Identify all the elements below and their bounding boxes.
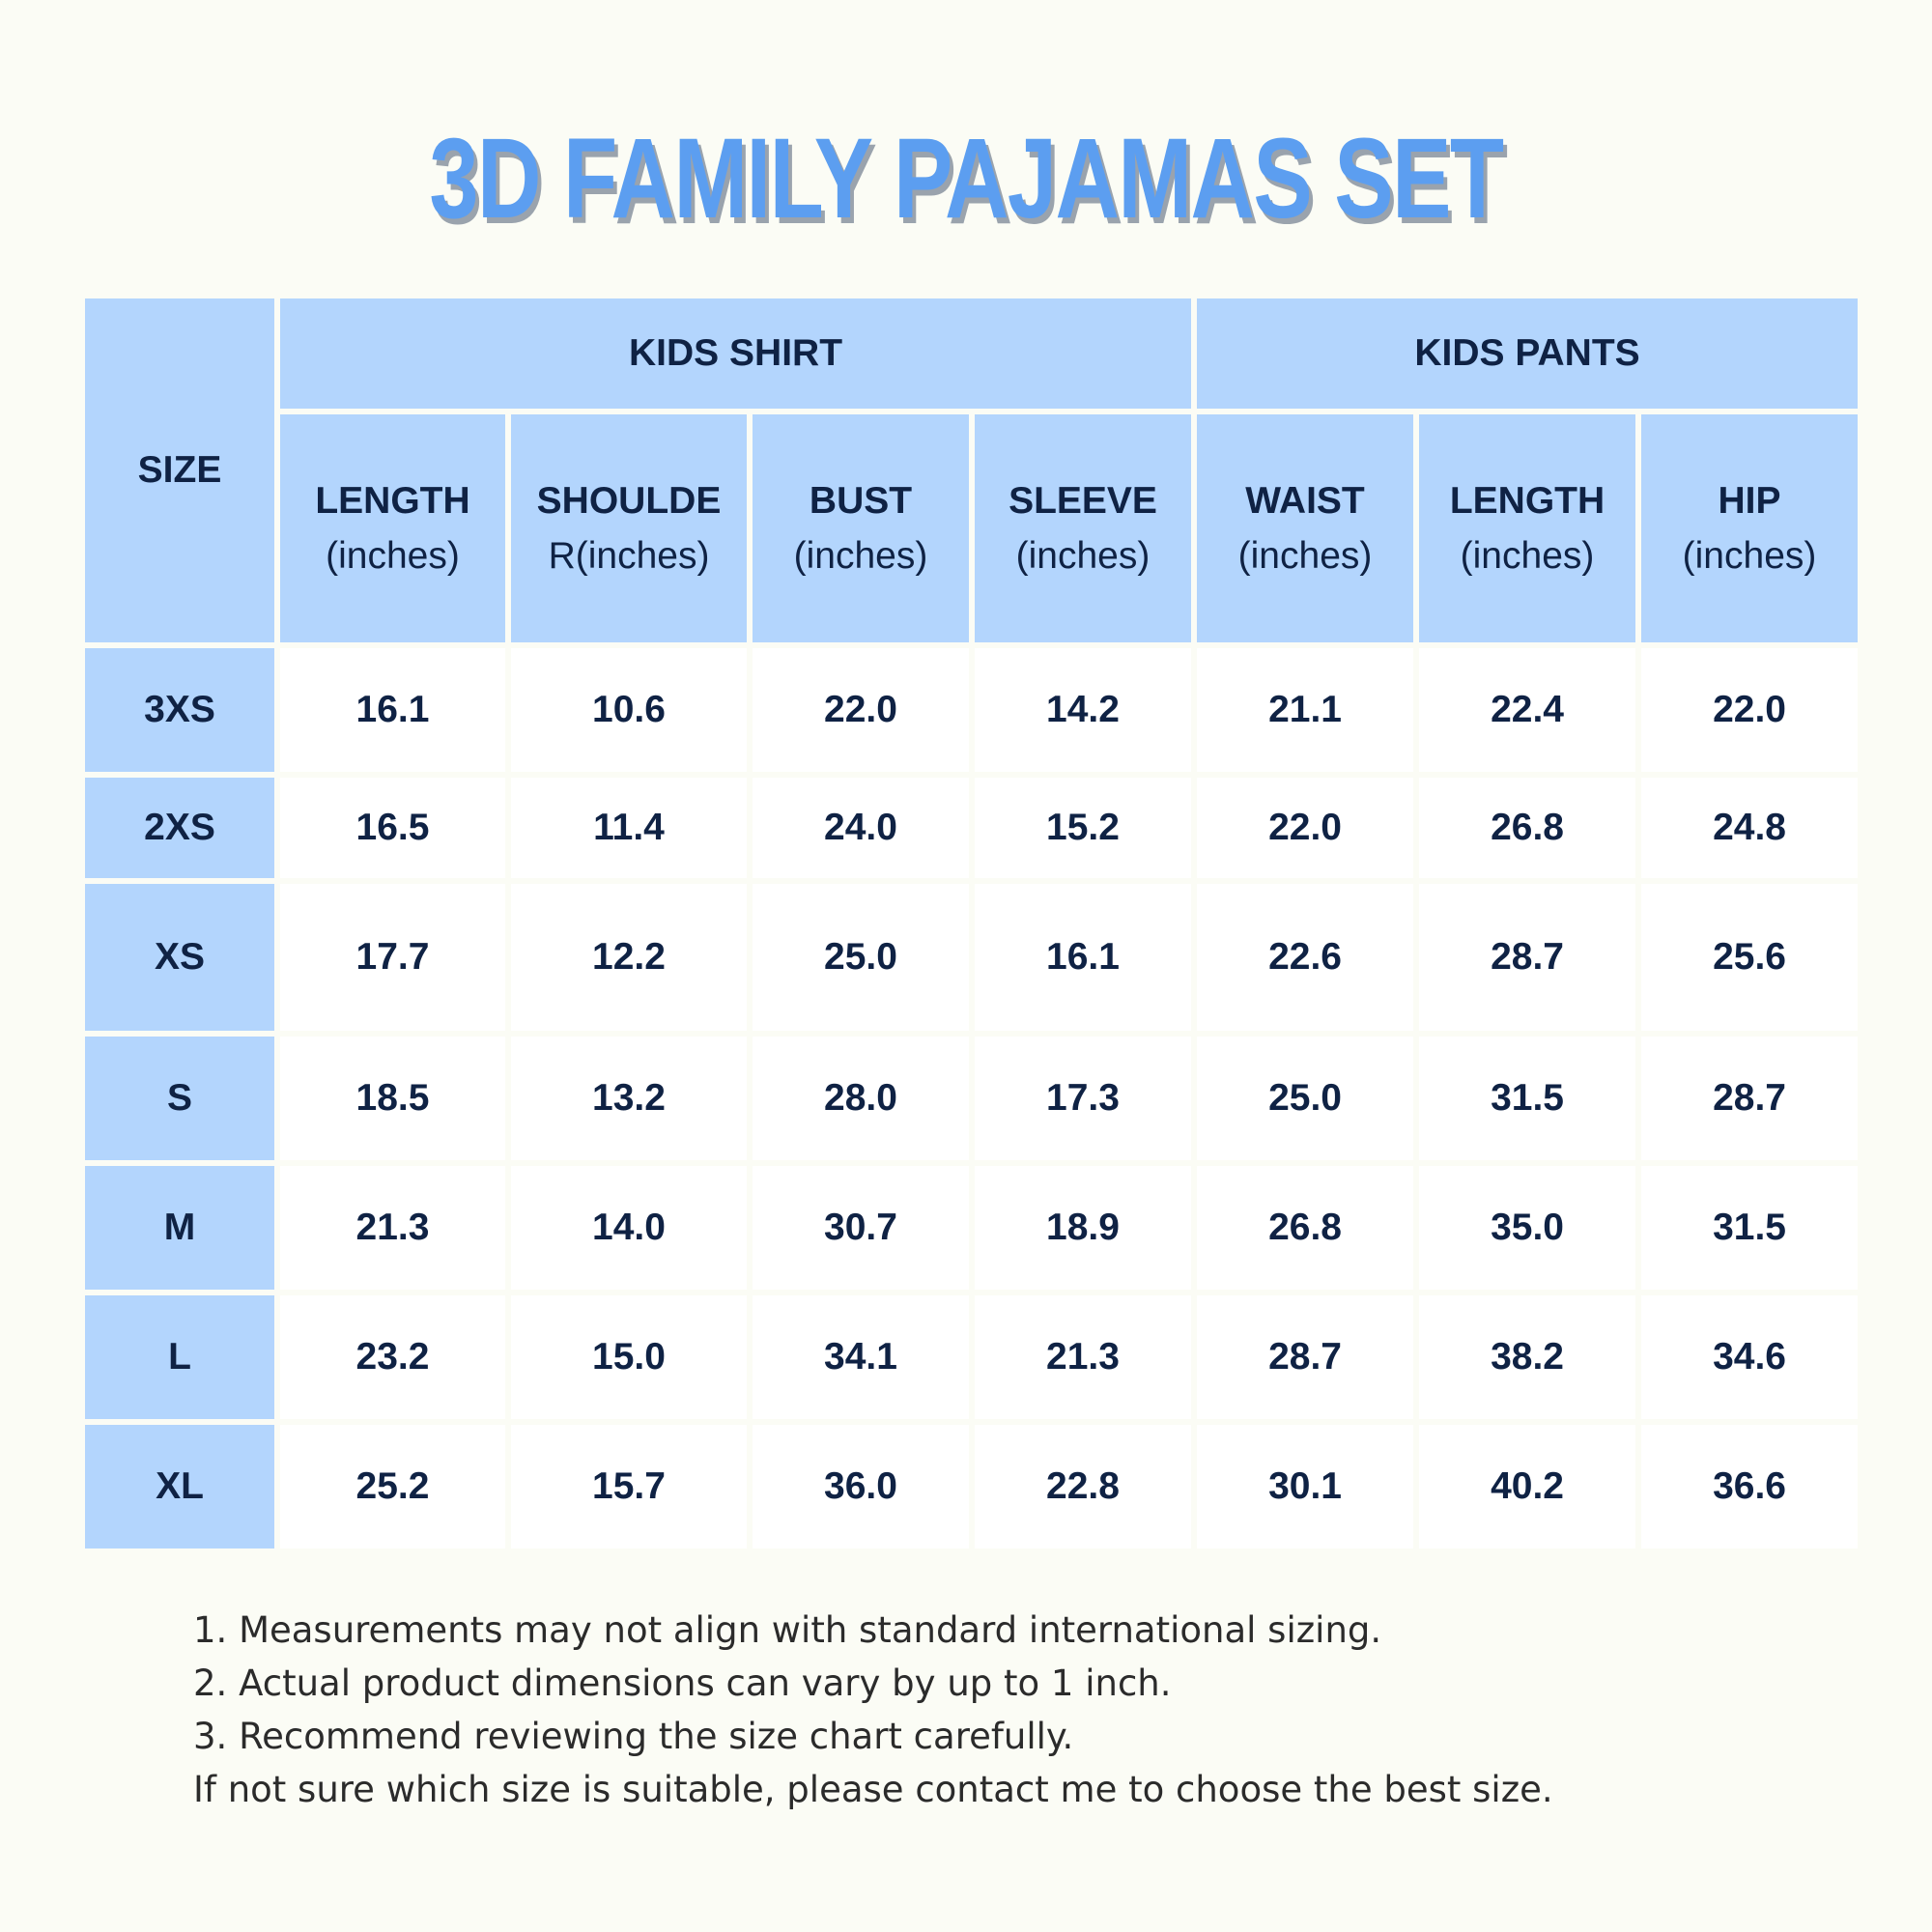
table-cell: 12.2 (511, 884, 747, 1031)
table-row: L 23.2 15.0 34.1 21.3 28.7 38.2 34.6 (85, 1295, 1859, 1419)
page-title: 3D FAMILY PAJAMAS SET (429, 115, 1504, 242)
column-name: SHOULDE (536, 480, 722, 522)
size-label: XS (85, 884, 274, 1031)
table-cell: 38.2 (1419, 1295, 1636, 1419)
table-cell: 22.0 (1197, 778, 1414, 878)
column-unit: (inches) (1460, 535, 1595, 577)
table-cell: 15.7 (511, 1425, 747, 1548)
table-cell: 30.7 (753, 1166, 969, 1290)
table-cell: 28.7 (1419, 884, 1636, 1031)
column-unit: (inches) (1682, 535, 1817, 577)
table-cell: 11.4 (511, 778, 747, 878)
table-cell: 22.6 (1197, 884, 1414, 1031)
size-chart-table: SIZE KIDS SHIRT KIDS PANTS LENGTH (inches… (79, 293, 1863, 1554)
table-row: M 21.3 14.0 30.7 18.9 26.8 35.0 31.5 (85, 1166, 1859, 1290)
table-cell: 31.5 (1419, 1037, 1636, 1160)
table-cell: 36.6 (1641, 1425, 1859, 1548)
table-cell: 15.0 (511, 1295, 747, 1419)
table-cell: 30.1 (1197, 1425, 1414, 1548)
table-cell: 22.4 (1419, 648, 1636, 772)
table-row: 3XS 16.1 10.6 22.0 14.2 21.1 22.4 22.0 (85, 648, 1859, 772)
table-cell: 26.8 (1197, 1166, 1414, 1290)
size-label: XL (85, 1425, 274, 1548)
table-cell: 17.3 (975, 1037, 1192, 1160)
table-cell: 22.8 (975, 1425, 1192, 1548)
size-label: S (85, 1037, 274, 1160)
table-cell: 18.9 (975, 1166, 1192, 1290)
group-header-kids-shirt: KIDS SHIRT (280, 298, 1192, 409)
table-cell: 21.3 (975, 1295, 1192, 1419)
table-row: S 18.5 13.2 28.0 17.3 25.0 31.5 28.7 (85, 1037, 1859, 1160)
column-unit: (inches) (1015, 535, 1151, 577)
table-cell: 22.0 (1641, 648, 1859, 772)
column-header-bust: BUST (inches) (753, 414, 969, 642)
column-header-shoulder: SHOULDE R(inches) (511, 414, 747, 642)
table-cell: 25.2 (280, 1425, 505, 1548)
column-header-sleeve: SLEEVE (inches) (975, 414, 1192, 642)
group-header-kids-pants: KIDS PANTS (1197, 298, 1859, 409)
size-label: M (85, 1166, 274, 1290)
note-line: 1. Measurements may not align with stand… (193, 1609, 1382, 1651)
table-body: 3XS 16.1 10.6 22.0 14.2 21.1 22.4 22.0 2… (85, 648, 1859, 1548)
column-header-hip: HIP (inches) (1641, 414, 1859, 642)
column-name: WAIST (1245, 480, 1365, 522)
table-cell: 31.5 (1641, 1166, 1859, 1290)
column-unit: (inches) (326, 535, 460, 577)
table-cell: 35.0 (1419, 1166, 1636, 1290)
table-cell: 25.0 (753, 884, 969, 1031)
table-cell: 21.1 (1197, 648, 1414, 772)
note-line: 2. Actual product dimensions can vary by… (193, 1662, 1172, 1704)
column-name: SLEEVE (1009, 480, 1157, 522)
table-cell: 22.0 (753, 648, 969, 772)
table-header: SIZE KIDS SHIRT KIDS PANTS LENGTH (inches… (85, 298, 1859, 642)
note-line: If not sure which size is suitable, plea… (193, 1769, 1553, 1810)
table-cell: 34.6 (1641, 1295, 1859, 1419)
column-header-waist: WAIST (inches) (1197, 414, 1414, 642)
table-cell: 14.2 (975, 648, 1192, 772)
column-name: LENGTH (315, 480, 470, 522)
size-label: 2XS (85, 778, 274, 878)
table-cell: 40.2 (1419, 1425, 1636, 1548)
table-cell: 13.2 (511, 1037, 747, 1160)
note-line: 3. Recommend reviewing the size chart ca… (193, 1716, 1074, 1757)
table-cell: 16.5 (280, 778, 505, 878)
column-unit: (inches) (1237, 535, 1373, 577)
table-cell: 14.0 (511, 1166, 747, 1290)
column-unit: (inches) (793, 535, 928, 577)
table-cell: 15.2 (975, 778, 1192, 878)
size-column-header: SIZE (85, 298, 274, 642)
table-cell: 28.7 (1197, 1295, 1414, 1419)
table-cell: 25.6 (1641, 884, 1859, 1031)
table-cell: 34.1 (753, 1295, 969, 1419)
table-row: 2XS 16.5 11.4 24.0 15.2 22.0 26.8 24.8 (85, 778, 1859, 878)
table-cell: 23.2 (280, 1295, 505, 1419)
size-notes: 1. Measurements may not align with stand… (193, 1604, 1835, 1816)
column-header-shirt-length: LENGTH (inches) (280, 414, 505, 642)
table-cell: 16.1 (975, 884, 1192, 1031)
column-name: BUST (809, 480, 913, 522)
size-label: L (85, 1295, 274, 1419)
table-cell: 17.7 (280, 884, 505, 1031)
table-cell: 10.6 (511, 648, 747, 772)
table-row: XL 25.2 15.7 36.0 22.8 30.1 40.2 36.6 (85, 1425, 1859, 1548)
table-cell: 21.3 (280, 1166, 505, 1290)
table-cell: 26.8 (1419, 778, 1636, 878)
table-cell: 24.0 (753, 778, 969, 878)
table-cell: 18.5 (280, 1037, 505, 1160)
table-cell: 28.0 (753, 1037, 969, 1160)
table-cell: 28.7 (1641, 1037, 1859, 1160)
table-cell: 36.0 (753, 1425, 969, 1548)
table-row: XS 17.7 12.2 25.0 16.1 22.6 28.7 25.6 (85, 884, 1859, 1031)
size-label: 3XS (85, 648, 274, 772)
table-cell: 24.8 (1641, 778, 1859, 878)
table-cell: 25.0 (1197, 1037, 1414, 1160)
table-cell: 16.1 (280, 648, 505, 772)
column-header-pants-length: LENGTH (inches) (1419, 414, 1636, 642)
column-name: HIP (1718, 480, 1781, 522)
column-name: LENGTH (1449, 480, 1605, 522)
column-unit: R(inches) (548, 535, 710, 577)
